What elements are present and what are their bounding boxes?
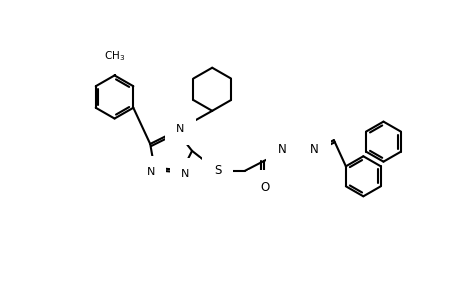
Text: N: N [310, 143, 319, 156]
Text: N: N [181, 169, 189, 179]
Text: H: H [286, 142, 293, 152]
Text: S: S [214, 164, 221, 177]
Text: N: N [278, 143, 287, 156]
Text: N: N [147, 167, 155, 177]
Text: CH$_3$: CH$_3$ [104, 49, 125, 63]
Text: O: O [260, 181, 269, 194]
Text: N: N [176, 124, 185, 134]
